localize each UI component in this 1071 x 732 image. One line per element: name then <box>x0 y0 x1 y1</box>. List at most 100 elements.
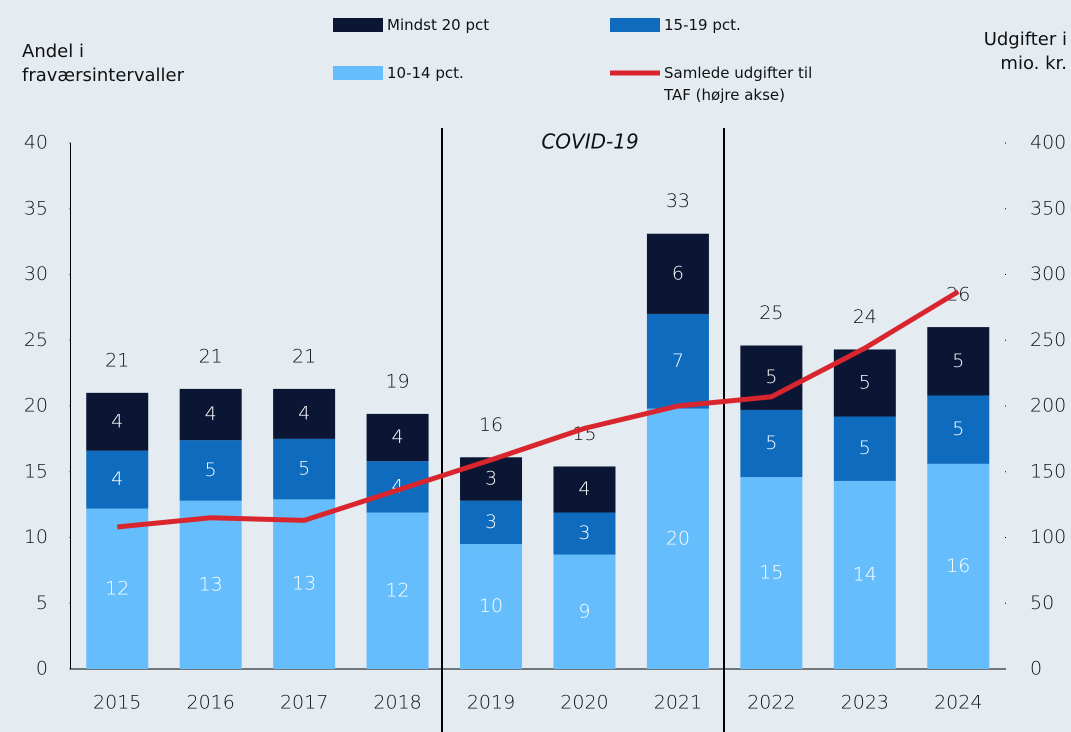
segment-label: 5 <box>952 418 964 440</box>
x-tick-label: 2016 <box>186 692 234 714</box>
legend-label: Mindst 20 pct <box>387 16 490 34</box>
segment-label: 5 <box>859 371 871 393</box>
y-tick-label: 5 <box>36 592 48 614</box>
y-tick-label: 10 <box>24 526 48 548</box>
y-tick-label: 25 <box>24 329 48 351</box>
segment-label: 4 <box>205 403 217 425</box>
bar-segment <box>553 512 616 555</box>
bar-segment <box>833 416 896 481</box>
y2-tick-label: 100 <box>1030 526 1066 548</box>
total-label: 25 <box>759 302 783 324</box>
bar-segment <box>460 500 523 545</box>
total-label: 21 <box>105 349 129 371</box>
x-tick-label: 2017 <box>280 692 328 714</box>
total-label: 24 <box>853 306 877 328</box>
y-tick-label: 0 <box>36 658 48 680</box>
bar-segment <box>86 450 149 509</box>
y2-tick-label: 150 <box>1030 460 1066 482</box>
y2-tick-label: 200 <box>1030 395 1066 417</box>
y2-axis-title: Udgifter i mio. kr. <box>983 29 1067 74</box>
total-label: 33 <box>666 190 690 212</box>
x-tick-label: 2021 <box>654 692 702 714</box>
x-tick-label: 2015 <box>93 692 141 714</box>
y-tick-label: 20 <box>24 395 48 417</box>
total-label: 19 <box>385 370 409 392</box>
y2-tick-label: 50 <box>1030 592 1054 614</box>
segment-label: 16 <box>946 555 970 577</box>
segment-label: 5 <box>765 432 777 454</box>
segment-label: 3 <box>485 467 497 489</box>
segment-label: 15 <box>759 562 783 584</box>
y2-tick-label: 0 <box>1030 658 1042 680</box>
segment-label: 5 <box>765 366 777 388</box>
bar-segment <box>366 461 429 513</box>
bar-segment <box>460 544 523 669</box>
segment-label: 4 <box>298 402 310 424</box>
bar-segment <box>86 508 149 669</box>
y-tick-label: 35 <box>24 197 48 219</box>
bar-segment <box>927 327 990 396</box>
legend-swatch <box>333 18 383 32</box>
segment-label: 13 <box>199 573 223 595</box>
bar-segment <box>646 408 709 669</box>
y2-tick-label: 400 <box>1030 132 1066 154</box>
bar-segment <box>179 500 242 669</box>
bar-segment <box>86 392 149 451</box>
y-tick-label: 40 <box>24 132 48 154</box>
legend-label: 10-14 pct. <box>387 64 464 82</box>
bar-segment <box>927 395 990 464</box>
bar-segment <box>273 499 336 669</box>
segment-label: 5 <box>859 437 871 459</box>
segment-label: 3 <box>485 511 497 533</box>
y-tick-label: 30 <box>24 263 48 285</box>
segment-label: 4 <box>111 468 123 490</box>
bar-segment <box>366 413 429 462</box>
segment-label: 12 <box>385 579 409 601</box>
y-tick-label: 15 <box>24 460 48 482</box>
segment-label: 6 <box>672 262 684 284</box>
y2-tick-label: 350 <box>1030 197 1066 219</box>
total-label: 16 <box>479 414 503 436</box>
bar-segment <box>927 463 990 669</box>
x-tick-label: 2023 <box>841 692 889 714</box>
segment-label: 4 <box>578 478 590 500</box>
segment-label: 5 <box>298 458 310 480</box>
segment-label: 4 <box>111 410 123 432</box>
bar-segment <box>646 313 709 409</box>
legend-swatch <box>333 66 383 80</box>
legend-label: 15-19 pct. <box>664 16 741 34</box>
segment-label: 3 <box>578 522 590 544</box>
y2-tick-label: 300 <box>1030 263 1066 285</box>
segment-label: 5 <box>205 459 217 481</box>
bar-segment <box>553 466 616 513</box>
covid-label: COVID-19 <box>541 130 638 154</box>
segment-label: 14 <box>853 563 877 585</box>
total-label: 21 <box>199 345 223 367</box>
legend-label: Samlede udgifter til TAF (højre akse) <box>664 64 813 104</box>
line <box>116 289 960 530</box>
x-tick-label: 2019 <box>467 692 515 714</box>
x-tick-label: 2020 <box>560 692 608 714</box>
bar-segment <box>740 477 803 669</box>
bar-segment <box>366 512 429 669</box>
x-tick-label: 2022 <box>747 692 795 714</box>
y2-tick-label: 250 <box>1030 329 1066 351</box>
x-tick-label: 2024 <box>934 692 982 714</box>
segment-label: 20 <box>666 527 690 549</box>
bar-segment <box>646 233 709 314</box>
bar-segment <box>179 388 242 441</box>
total-label: 26 <box>946 284 970 306</box>
legend-swatch <box>610 18 660 32</box>
bar-segment <box>273 388 336 439</box>
total-label: 21 <box>292 345 316 367</box>
segment-label: 9 <box>578 600 590 622</box>
segment-label: 4 <box>392 426 404 448</box>
segment-label: 12 <box>105 577 129 599</box>
bar-segment <box>553 554 616 669</box>
segment-label: 7 <box>672 350 684 372</box>
bar-segment <box>833 480 896 669</box>
segment-label: 13 <box>292 573 316 595</box>
segment-label: 5 <box>952 350 964 372</box>
